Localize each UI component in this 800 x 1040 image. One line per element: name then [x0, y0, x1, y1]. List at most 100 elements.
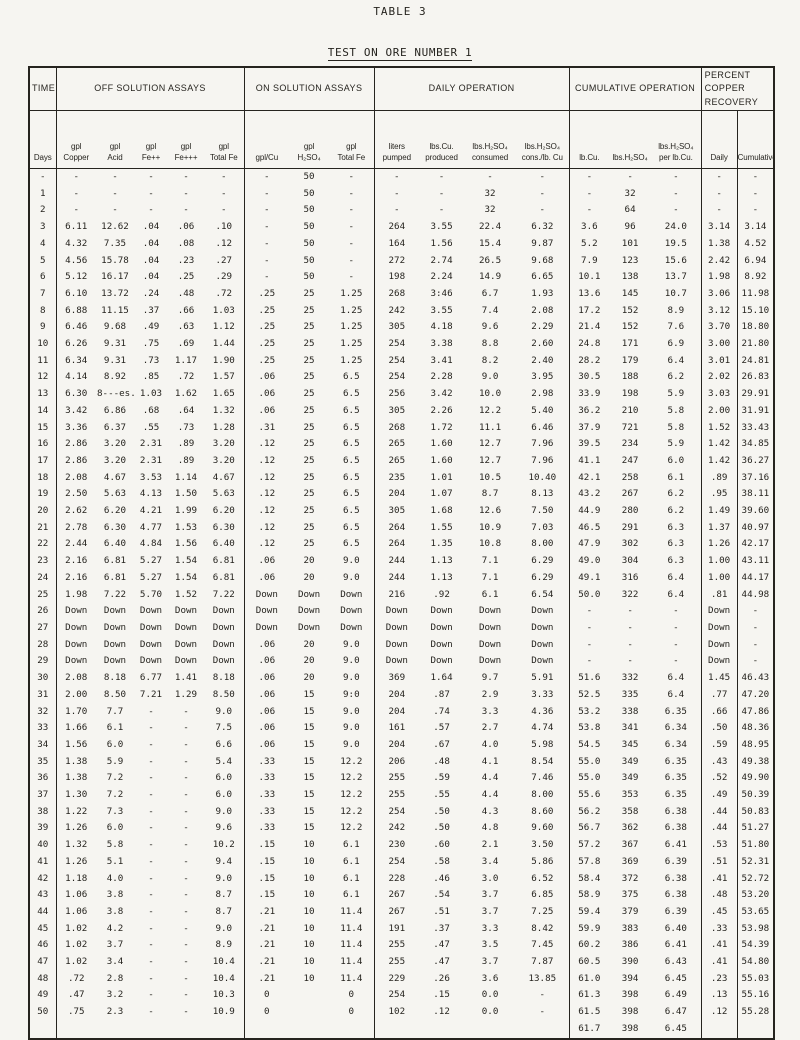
table-cell: .49: [700, 787, 738, 804]
table-cell: 7.2: [106, 789, 124, 801]
table-cell: -: [673, 605, 679, 617]
table-cell: -: [348, 237, 355, 249]
table-cell: [55, 1020, 96, 1039]
table-cell: 39: [37, 822, 49, 834]
table-cell: 2.7: [481, 722, 499, 734]
table-cell: 1.06: [55, 887, 96, 904]
table-cell: 50: [37, 1006, 49, 1018]
table-cell: 7.21: [139, 688, 163, 700]
table-cell: 3.70: [700, 319, 738, 337]
table-cell: 6.1: [667, 471, 685, 483]
table-cell: .89: [177, 454, 195, 466]
table-cell: .95: [700, 486, 738, 504]
table-cell: 6.81: [212, 571, 235, 583]
table-cell: 49.38: [736, 753, 775, 771]
table-cell: 56.7: [568, 820, 610, 838]
table-cell: .37: [433, 922, 450, 934]
table-cell: [419, 1021, 464, 1039]
table-cell: -: [183, 171, 189, 182]
table-cell: .72: [55, 970, 96, 988]
table-cell: .72: [215, 287, 233, 299]
table-cell: 1.56: [55, 736, 96, 754]
table-cell: 25: [303, 488, 315, 500]
table-cell: .15: [243, 837, 290, 854]
table-cell: 6.45: [664, 1022, 687, 1034]
table-cell: 11.15: [101, 304, 129, 316]
table-cell: 138: [621, 271, 639, 283]
table-cell: -: [700, 185, 738, 203]
table-cell: Down: [700, 619, 738, 637]
table-cell: -: [148, 855, 154, 867]
column-header: Cumulative: [736, 110, 775, 169]
table-cell: 12.2: [340, 822, 363, 834]
table-cell: -: [243, 185, 290, 203]
table-cell: 29: [37, 655, 49, 667]
table-cell: 11.1: [478, 421, 502, 433]
table-cell: -: [348, 271, 355, 283]
table-cell: 47.20: [736, 686, 775, 704]
table-cell: 32: [37, 705, 49, 717]
table-cell: 4.2: [106, 922, 124, 934]
table-cell: 6.40: [103, 538, 127, 550]
table-cell: .06: [243, 703, 290, 721]
table-cell: 1.03: [212, 304, 235, 316]
table-cell: 10.9: [212, 1006, 235, 1018]
table-cell: .85: [142, 371, 160, 383]
table-cell: .66: [177, 304, 195, 316]
table-cell: -: [568, 636, 610, 654]
table-cell: 15: [303, 722, 315, 734]
table-cell: 386: [621, 939, 639, 951]
table-row: 2- - - - - -50- - -32- -64- - -: [29, 202, 775, 220]
table-cell: 1.06: [55, 903, 96, 921]
table-cell: 26.83: [736, 369, 775, 387]
table-cell: 1.02: [55, 937, 96, 955]
table-cell: 265: [373, 436, 420, 453]
table-cell: -: [627, 655, 633, 667]
table-cell: 50: [303, 271, 315, 283]
table-cell: 254: [373, 369, 420, 387]
table-cell: 11.4: [340, 905, 363, 917]
table-cell: 1.18: [55, 870, 96, 888]
table-cell: 254: [373, 352, 420, 370]
table-cell: .59: [700, 736, 738, 754]
table-cell: 1.41: [174, 672, 198, 684]
table-cell: 13.72: [101, 287, 129, 299]
table-cell: 6.2: [667, 505, 685, 517]
table-cell: .59: [433, 772, 450, 784]
table-cell: .23: [177, 254, 195, 266]
table-cell: 2.00: [55, 686, 96, 704]
table-cell: 302: [621, 538, 639, 550]
table-cell: 6.29: [531, 555, 554, 567]
table-cell: 264: [373, 519, 420, 537]
column-header: gpl Fe+++: [168, 110, 204, 169]
table-cell: 5.1: [106, 855, 124, 867]
table-cell: .15: [243, 887, 290, 904]
table-cell: 15.10: [736, 302, 775, 320]
table-title: TEST ON ORE NUMBER 1: [327, 46, 473, 61]
table-cell: 0.0: [481, 989, 499, 1001]
table-cell: 25: [303, 338, 315, 350]
table-cell: 15: [303, 805, 315, 817]
table-row: - - - - - - -50- - - - - - - - - -: [29, 168, 775, 186]
table-cell: 332: [621, 672, 639, 684]
table-cell: 6.86: [103, 404, 127, 416]
table-cell: .13: [700, 987, 738, 1005]
column-header: Daily: [700, 110, 738, 169]
table-cell: 305: [373, 319, 420, 337]
table-cell: [134, 1021, 168, 1039]
table-cell: .41: [700, 954, 738, 971]
table-cell: 12: [37, 371, 49, 383]
table-cell: 21: [37, 521, 49, 533]
table-cell: 1.42: [700, 436, 738, 453]
table-cell: 53.65: [736, 903, 775, 921]
table-cell: 30.5: [568, 369, 610, 387]
table-cell: -: [148, 972, 154, 984]
table-cell: -: [183, 772, 189, 784]
table-cell: 256: [373, 386, 420, 403]
table-cell: 11.4: [340, 939, 363, 951]
table-cell: 25: [303, 421, 315, 433]
table-cell: 10.4: [212, 972, 235, 984]
table-cell: Down: [212, 621, 235, 633]
table-cell: .33: [243, 820, 290, 838]
table-cell: -: [438, 187, 445, 199]
